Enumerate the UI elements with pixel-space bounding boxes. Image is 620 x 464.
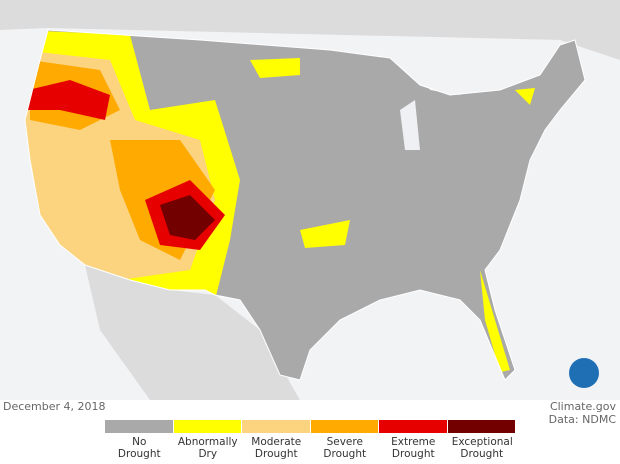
legend-label: Extreme Drought bbox=[391, 436, 436, 460]
legend-item: No Drought bbox=[105, 420, 174, 460]
credit: Climate.gov bbox=[549, 400, 616, 413]
legend-item: Severe Drought bbox=[310, 420, 379, 460]
legend-item: Exceptional Drought bbox=[447, 420, 516, 460]
legend-item: Extreme Drought bbox=[379, 420, 448, 460]
canada bbox=[0, 0, 620, 60]
legend-label: No Drought bbox=[117, 436, 161, 460]
source: Data: NDMC bbox=[548, 413, 616, 426]
legend-swatch bbox=[447, 420, 516, 433]
legend-swatch bbox=[242, 420, 311, 433]
legend-item: Moderate Drought bbox=[242, 420, 311, 460]
legend-swatch bbox=[310, 420, 379, 433]
legend-label: Moderate Drought bbox=[251, 436, 302, 460]
exceptional-area bbox=[160, 195, 215, 240]
legend-label: Severe Drought bbox=[323, 436, 367, 460]
legend: No Drought Abnormally Dry Moderate Drought… bbox=[105, 420, 516, 460]
legend-label: Abnormally Dry bbox=[177, 436, 238, 460]
legend-swatch bbox=[379, 420, 448, 433]
legend-label: Exceptional Drought bbox=[451, 436, 513, 460]
noaa-logo bbox=[569, 358, 599, 388]
legend-item: Abnormally Dry bbox=[173, 420, 242, 460]
mexico bbox=[85, 265, 300, 400]
date: December 4, 2018 bbox=[3, 400, 106, 413]
legend-swatch bbox=[173, 420, 242, 433]
legend-swatch bbox=[105, 420, 174, 433]
drought-map bbox=[0, 0, 620, 400]
